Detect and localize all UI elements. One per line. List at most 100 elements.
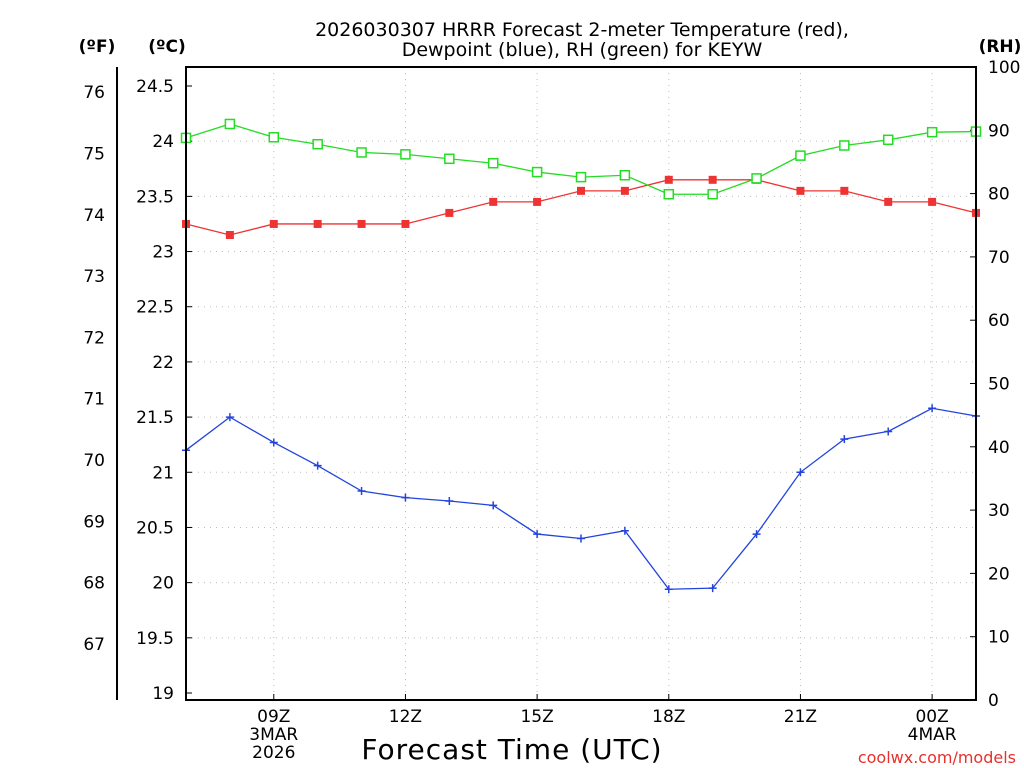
- rh-tick-label: 80: [988, 185, 1010, 205]
- plot-frame: [185, 66, 977, 701]
- data-point: [357, 219, 366, 228]
- x-tick-label: 15Z: [520, 707, 553, 727]
- series-rh: [180, 118, 982, 200]
- chart-title-line-2: Dewpoint (blue), RH (green) for KEYW: [402, 39, 763, 61]
- data-point: [926, 126, 938, 138]
- data-point: [619, 169, 631, 181]
- series-dewpoint: [182, 404, 980, 594]
- x-tick-label: 00Z: [915, 707, 948, 727]
- axes: 19 19.5 20 20.5 21 21.5 22 22.5 23 23.5 24 24.5 67 68…: [83, 58, 1020, 763]
- data-point: [839, 140, 850, 151]
- celsius-tick-label: 22.5: [136, 298, 174, 318]
- data-point: [884, 427, 893, 436]
- data-point: [356, 147, 367, 158]
- credit-text: coolwx.com/models: [858, 748, 1016, 767]
- data-point: [620, 526, 629, 535]
- data-point: [533, 530, 542, 539]
- fahrenheit-tick-label: 68: [83, 574, 105, 594]
- series-line: [185, 407, 977, 590]
- rh-tick-label: 60: [988, 311, 1010, 331]
- data-point: [575, 171, 587, 183]
- data-point: [401, 219, 410, 228]
- fahrenheit-tick-label: 69: [83, 512, 105, 532]
- fahrenheit-tick-label: 71: [83, 390, 105, 410]
- data-point: [445, 496, 454, 505]
- celsius-tick-label: 19: [152, 684, 174, 704]
- data-point: [312, 138, 323, 150]
- fahrenheit-tick-label: 70: [83, 451, 105, 471]
- celsius-tick-label: 20.5: [136, 518, 174, 538]
- data-point: [224, 118, 236, 130]
- celsius-tick-label: 22: [152, 353, 174, 373]
- rh-tick-label: 90: [988, 121, 1010, 141]
- data-point: [313, 461, 322, 470]
- data-point: [707, 188, 718, 200]
- fahrenheit-unit-label: (ºF): [79, 37, 116, 57]
- fahrenheit-tick-label: 76: [83, 83, 105, 103]
- data-point: [708, 584, 717, 593]
- chart-title-line-1: 2026030307 HRRR Forecast 2-meter Tempera…: [315, 19, 849, 41]
- x-tick-label: 12Z: [389, 707, 422, 727]
- fahrenheit-tick-label: 75: [83, 144, 105, 164]
- data-point: [269, 438, 278, 447]
- data-point: [357, 487, 366, 496]
- data-point: [795, 150, 806, 161]
- celsius-tick-label: 19.5: [136, 629, 174, 649]
- fahrenheit-tick-label: 74: [83, 206, 105, 226]
- data-point: [664, 585, 673, 594]
- x-tick-label: 09Z: [257, 707, 290, 727]
- rh-tick-label: 10: [988, 628, 1010, 648]
- data-point: [620, 186, 629, 195]
- data-point: [577, 534, 585, 543]
- celsius-tick-label: 23.5: [136, 187, 174, 207]
- rh-tick-label: 100: [988, 58, 1020, 78]
- data-point: [269, 219, 278, 228]
- series-line: [185, 123, 977, 195]
- celsius-tick-label: 21.5: [136, 408, 174, 428]
- rh-tick-label: 50: [988, 375, 1010, 395]
- grid-lines: [186, 67, 976, 700]
- rh-unit-label: (RH): [979, 37, 1022, 57]
- data-point: [531, 166, 543, 178]
- data-point: [840, 186, 849, 195]
- x-axis-title: Forecast Time (UTC): [361, 733, 662, 766]
- data-point: [444, 153, 455, 165]
- data-point: [884, 197, 893, 206]
- x-tick-label: 18Z: [652, 707, 685, 727]
- fahrenheit-tick-label: 73: [83, 267, 105, 287]
- data-point: [400, 149, 411, 160]
- celsius-tick-label: 24.5: [136, 77, 174, 97]
- data-point: [752, 530, 761, 539]
- celsius-tick-label: 24: [152, 132, 174, 152]
- data-point: [577, 186, 585, 195]
- data-point: [664, 175, 673, 184]
- data-point: [533, 197, 542, 206]
- data-point: [796, 468, 805, 477]
- celsius-unit-label: (ºC): [148, 37, 186, 57]
- data-point: [445, 208, 454, 217]
- x-tick-label: 4MAR: [908, 725, 957, 745]
- series-2-meter-temperature: [182, 175, 980, 239]
- rh-tick-label: 40: [988, 438, 1010, 458]
- data-point: [313, 219, 322, 228]
- data-point: [928, 404, 937, 413]
- data-point: [663, 188, 675, 200]
- data-point: [751, 173, 762, 184]
- fahrenheit-tick-label: 72: [83, 328, 105, 348]
- celsius-tick-label: 21: [152, 463, 174, 483]
- data-point: [401, 493, 410, 502]
- data-point: [882, 134, 894, 146]
- x-tick-label: 2026: [252, 743, 295, 763]
- data-point: [225, 230, 234, 239]
- data-point: [268, 132, 280, 143]
- x-tick-label: 3MAR: [249, 725, 298, 745]
- data-point: [225, 413, 234, 422]
- data-point: [708, 175, 717, 184]
- data-point: [487, 157, 499, 169]
- data-point: [928, 197, 937, 206]
- data-point: [489, 197, 498, 206]
- x-tick-label: 21Z: [784, 707, 817, 727]
- fahrenheit-tick-label: 67: [83, 635, 105, 655]
- celsius-tick-label: 23: [152, 243, 174, 263]
